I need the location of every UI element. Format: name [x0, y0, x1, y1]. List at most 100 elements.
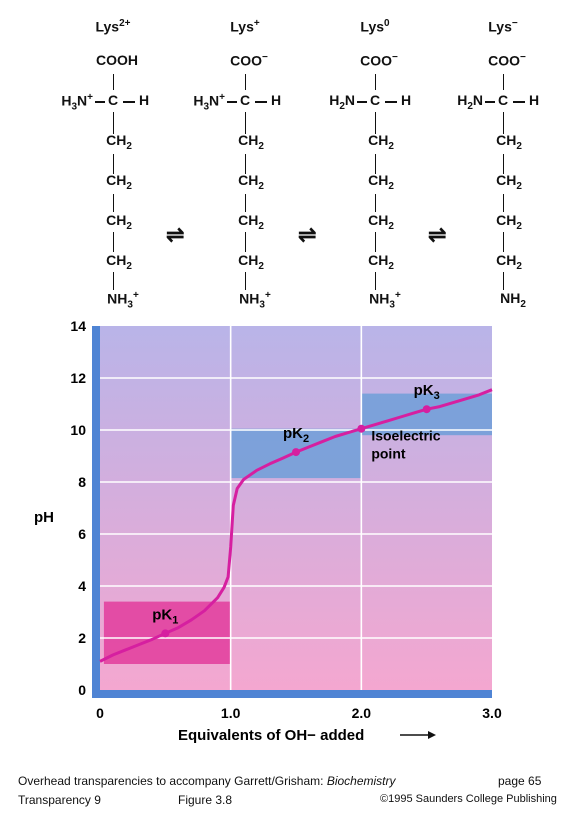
bond-line [244, 154, 246, 174]
methylene-group: CH2 [238, 132, 264, 152]
methylene-group: CH2 [496, 252, 522, 272]
y-tick-label: 4 [78, 578, 86, 594]
side-chain-amino: NH3+ [107, 290, 139, 311]
methylene-group: CH2 [238, 212, 264, 232]
y-axis-bar [92, 326, 100, 698]
species-charge: 2+ [119, 18, 131, 29]
equilibrium-arrow-2: ⇌ [298, 222, 317, 247]
x-tick-label: 1.0 [221, 705, 241, 721]
species-name: Lys [488, 18, 512, 35]
bond-line [95, 101, 105, 103]
species-title: Lys0 [310, 18, 440, 35]
bond-line [502, 154, 504, 174]
isoelectric-label-line2: point [371, 446, 406, 462]
methylene-group: CH2 [106, 132, 132, 152]
y-tick-label: 6 [78, 526, 86, 542]
alpha-hydrogen: H [271, 92, 282, 108]
methylene-group: CH2 [238, 252, 264, 272]
titration-curve [99, 388, 493, 663]
methylene-group: CH2 [106, 252, 132, 272]
equilibrium-arrow-3: ⇌ [428, 222, 447, 247]
bond-line [502, 194, 504, 212]
carboxyl-group: COOH [95, 52, 139, 68]
alpha-hydrogen: H [529, 92, 540, 108]
methylene-group: CH2 [106, 212, 132, 232]
bond-line [244, 272, 246, 290]
methylene-group: CH2 [238, 172, 264, 192]
alpha-carbon: C [107, 92, 119, 108]
side-chain-amino: NH3+ [369, 290, 401, 311]
footer-line1: Overhead transparencies to accompany Gar… [18, 774, 396, 788]
species-name: Lys [95, 18, 120, 35]
methylene-group: CH2 [106, 172, 132, 192]
species-title: Lys− [438, 18, 568, 35]
footer-page: page 65 [498, 774, 542, 788]
x-axis-arrow-head [428, 731, 436, 739]
bond-line [112, 232, 114, 252]
x-tick-label: 3.0 [482, 705, 502, 721]
isoelectric-point [357, 424, 366, 433]
y-tick-label: 12 [70, 370, 86, 386]
pk-label-3: pK3 [414, 382, 440, 402]
species-title: Lys+ [180, 18, 310, 35]
species-4: Lys− COO− C H2N H CH2 CH2 CH2 CH2 NH2 [438, 0, 568, 320]
bond-line [244, 112, 246, 134]
side-chain-amino: NH3+ [239, 290, 271, 311]
footer-prefix: Overhead transparencies to accompany Gar… [18, 774, 327, 788]
alpha-hydrogen: H [401, 92, 412, 108]
bond-line [502, 112, 504, 134]
amino-group: H3N+ [193, 92, 225, 113]
bond-line [357, 101, 367, 103]
species-charge: 0 [384, 18, 390, 29]
amino-group: H2N [329, 92, 355, 112]
species-title: Lys2+ [48, 18, 178, 35]
footer-copyright: ©1995 Saunders College Publishing [380, 793, 557, 805]
bond-line [485, 101, 495, 103]
bond-line [112, 194, 114, 212]
pk-label-2: pK2 [283, 425, 309, 445]
species-name: Lys [360, 18, 385, 35]
y-axis-label: pH [34, 509, 54, 526]
methylene-group: CH2 [496, 212, 522, 232]
methylene-group: CH2 [496, 172, 522, 192]
bond-line [123, 101, 135, 103]
bond-line [112, 112, 114, 134]
carboxyl-group: COO− [488, 52, 526, 69]
bond-line [255, 101, 267, 103]
x-axis-bar [92, 690, 492, 698]
bond-line [502, 272, 504, 290]
species-structure: COO− C H2N H CH2 CH2 CH2 CH2 NH2 [438, 0, 568, 320]
pk-point-1 [161, 629, 170, 638]
pk-point-3 [422, 405, 431, 414]
equilibrium-arrow-1: ⇌ [166, 222, 185, 247]
species-structure: COO− C H3N+ H CH2 CH2 CH2 CH2 NH3+ [180, 0, 310, 320]
pk-label-1: pK1 [152, 606, 178, 626]
bond-line [244, 232, 246, 252]
y-tick-label: 14 [70, 318, 86, 334]
footer-transparency: Transparency 9 [18, 793, 101, 807]
species-2: Lys+ COO− C H3N+ H CH2 CH2 CH2 CH2 NH3+ [180, 0, 310, 320]
methylene-group: CH2 [368, 172, 394, 192]
bond-line [374, 232, 376, 252]
methylene-group: CH2 [368, 212, 394, 232]
bond-line [112, 74, 114, 90]
footer-figure: Figure 3.8 [178, 793, 233, 807]
y-tick-label: 2 [78, 630, 86, 646]
bond-line [244, 194, 246, 212]
y-tick-label: 0 [78, 682, 86, 698]
methylene-group: CH2 [496, 132, 522, 152]
species-charge: + [253, 18, 260, 29]
amino-group: H3N+ [61, 92, 93, 113]
titration-chart: 0 2 4 6 8 10 12 14 0 1.0 2.0 3.0 pH Equivalents of OH… [34, 318, 502, 744]
alpha-carbon: C [497, 92, 509, 108]
bond-line [374, 112, 376, 134]
amino-group: H2N [457, 92, 483, 112]
pk-point-2 [292, 448, 300, 457]
y-tick-label: 8 [78, 474, 86, 490]
footer-book: Biochemistry [326, 774, 396, 788]
y-tick-label: 10 [70, 422, 86, 438]
bond-line [374, 154, 376, 174]
species-structure: COOH C H3N+ H CH2 CH2 CH2 CH2 NH3+ [48, 0, 178, 320]
methylene-group: CH2 [368, 132, 394, 152]
bond-line [385, 101, 397, 103]
